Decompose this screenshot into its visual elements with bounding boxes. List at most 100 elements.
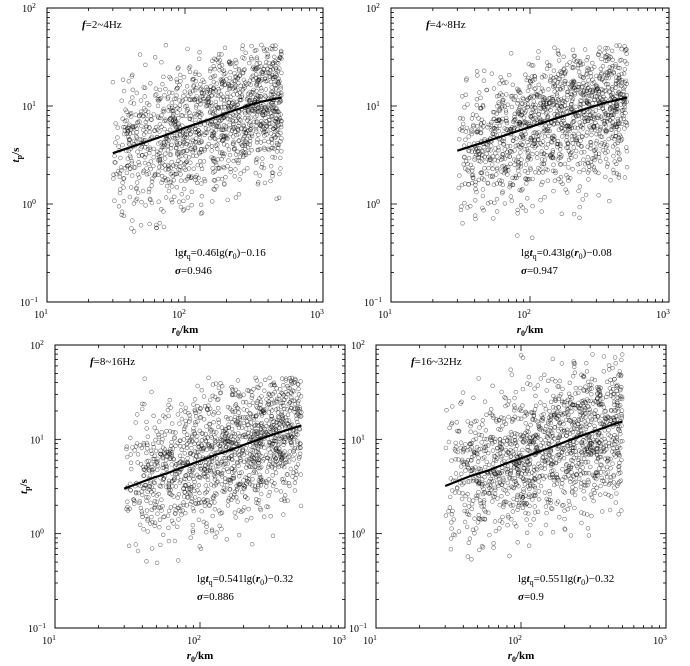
scatter-point — [278, 84, 283, 89]
scatter-point — [185, 128, 191, 134]
scatter-point — [157, 87, 163, 93]
scatter-point — [211, 132, 217, 138]
scatter-point — [117, 174, 123, 179]
scatter-point — [170, 184, 175, 189]
scatter-point — [181, 139, 186, 144]
scatter-point — [178, 72, 183, 78]
scatter-point — [271, 105, 277, 110]
scatter-point — [179, 192, 185, 197]
scatter-point — [254, 61, 259, 66]
y-tick-label: 10−1 — [364, 295, 382, 309]
scatter-point — [473, 182, 478, 188]
scatter-point — [244, 97, 250, 102]
scatter-point — [130, 173, 135, 178]
x-axis-label: r0/km — [187, 650, 214, 664]
y-tick-label: 100 — [22, 197, 36, 211]
scatter-point — [479, 126, 484, 132]
scatter-point — [110, 79, 116, 85]
scatter-point — [188, 160, 193, 165]
scatter-point — [235, 115, 241, 120]
scatter-point — [498, 75, 503, 80]
scatter-point — [536, 49, 541, 54]
scatter-point — [236, 68, 242, 73]
scatter-point — [557, 147, 563, 152]
scatter-point — [516, 154, 521, 159]
scatter-point — [152, 173, 157, 179]
scatter-point — [518, 113, 523, 118]
scatter-point — [181, 93, 186, 99]
scatter-point — [608, 127, 614, 132]
scatter-point — [496, 148, 501, 153]
scatter-point — [482, 68, 487, 74]
scatter-point — [482, 154, 487, 160]
scatter-point — [545, 142, 551, 147]
scatter-point — [208, 84, 213, 89]
scatter-point — [117, 171, 123, 176]
scatter-point — [268, 178, 273, 184]
scatter-point — [267, 118, 272, 123]
scatter-point — [476, 177, 481, 183]
scatter-point — [256, 132, 261, 138]
scatter-point — [211, 86, 217, 92]
scatter-point — [119, 98, 124, 103]
scatter-point — [536, 165, 541, 171]
scatter-point — [142, 94, 147, 99]
scatter-point — [240, 46, 245, 52]
scatter-point — [231, 78, 237, 84]
scatter-point — [575, 162, 580, 167]
scatter-point — [232, 129, 238, 135]
scatter-point — [211, 170, 216, 175]
scatter-point — [618, 102, 623, 107]
scatter-point — [279, 48, 284, 54]
scatter-point — [159, 207, 164, 212]
scatter-point — [194, 85, 199, 91]
scatter-point — [193, 105, 199, 110]
scatter-point — [206, 98, 211, 104]
scatter-point — [583, 192, 589, 198]
scatter-point — [237, 154, 243, 160]
scatter-point — [562, 79, 567, 84]
scatter-point — [228, 166, 233, 172]
scatter-point — [221, 127, 227, 133]
scatter-point — [143, 108, 148, 113]
chart-panel-1: 101 102 10310−1100101102f=2~4Hzlgtq=0.46lg… — [10, 1, 324, 338]
x-axis-label: r0/km — [172, 324, 199, 338]
scatter-point — [206, 126, 211, 132]
scatter-point — [157, 164, 162, 170]
scatter-point — [228, 94, 233, 100]
scatter-point — [603, 145, 609, 150]
scatter-point — [174, 77, 179, 82]
scatter-point — [494, 167, 500, 172]
scatter-point — [173, 164, 179, 169]
scatter-point — [586, 90, 591, 96]
scatter-point — [599, 141, 604, 146]
scatter-point — [115, 135, 120, 140]
scatter-point — [214, 184, 219, 189]
scatter-point — [598, 125, 603, 130]
scatter-point — [251, 64, 256, 70]
scatter-point — [232, 174, 237, 179]
scatter-point — [203, 130, 208, 136]
scatter-points — [456, 43, 630, 241]
panel-title: f=8~16Hz — [90, 356, 135, 368]
scatter-point — [463, 92, 468, 98]
scatter-point — [581, 80, 586, 86]
scatter-point — [177, 103, 183, 108]
scatter-point — [488, 157, 493, 163]
scatter-point — [219, 78, 224, 83]
scatter-point — [273, 43, 278, 48]
scatter-point — [269, 85, 274, 90]
scatter-point — [250, 66, 255, 71]
scatter-point — [501, 97, 506, 103]
scatter-point — [210, 121, 215, 127]
scatter-point — [142, 160, 148, 166]
scatter-point — [113, 160, 118, 165]
scatter-point — [275, 142, 280, 147]
scatter-point — [615, 116, 620, 122]
scatter-point — [178, 204, 184, 210]
scatter-point — [178, 178, 184, 183]
scatter-point — [233, 58, 238, 63]
scatter-point — [261, 165, 267, 171]
scatter-point — [484, 151, 489, 156]
scatter-point — [184, 84, 190, 89]
